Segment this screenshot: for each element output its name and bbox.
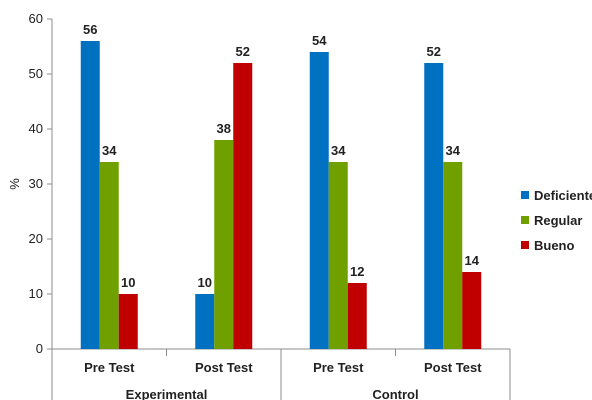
bar-value-label: 52 — [236, 44, 250, 59]
bar-value-label: 34 — [331, 143, 346, 158]
legend-label: Regular — [534, 213, 582, 228]
bar-deficiente — [309, 52, 329, 349]
y-tick-label: 40 — [29, 121, 43, 136]
y-tick-label: 20 — [29, 231, 43, 246]
bar-regular — [328, 162, 348, 349]
bar-value-label: 10 — [121, 275, 135, 290]
bar-value-label: 54 — [312, 33, 327, 48]
x-group-label: Experimental — [126, 387, 208, 400]
bar-regular — [443, 162, 463, 349]
legend-label: Deficiente — [534, 188, 592, 203]
y-tick-label: 10 — [29, 286, 43, 301]
legend-swatch-deficiente — [521, 191, 529, 199]
bar-value-label: 38 — [217, 121, 231, 136]
bar-value-label: 12 — [350, 264, 364, 279]
legend-swatch-bueno — [521, 241, 529, 249]
x-category-label: Post Test — [195, 360, 253, 375]
bar-deficiente — [424, 63, 444, 349]
legend-swatch-regular — [521, 216, 529, 224]
y-axis-label: % — [7, 178, 22, 190]
bar-bueno — [233, 63, 253, 349]
y-tick-label: 50 — [29, 66, 43, 81]
x-category-label: Post Test — [424, 360, 482, 375]
bar-deficiente — [195, 294, 215, 349]
legend-label: Bueno — [534, 238, 575, 253]
bar-value-label: 14 — [465, 253, 480, 268]
bar-value-label: 34 — [102, 143, 117, 158]
bar-regular — [214, 140, 234, 349]
bar-value-label: 34 — [446, 143, 461, 158]
bar-bueno — [462, 272, 482, 349]
bar-bueno — [347, 283, 367, 349]
x-category-label: Pre Test — [313, 360, 364, 375]
y-tick-label: 60 — [29, 11, 43, 26]
bar-value-label: 10 — [198, 275, 212, 290]
bar-deficiente — [80, 41, 100, 349]
y-tick-label: 30 — [29, 176, 43, 191]
bar-bueno — [118, 294, 138, 349]
x-group-label: Control — [372, 387, 418, 400]
y-tick-label: 0 — [36, 341, 43, 356]
x-category-label: Pre Test — [84, 360, 135, 375]
bar-value-label: 56 — [83, 22, 97, 37]
bar-value-label: 52 — [427, 44, 441, 59]
bar-regular — [99, 162, 119, 349]
